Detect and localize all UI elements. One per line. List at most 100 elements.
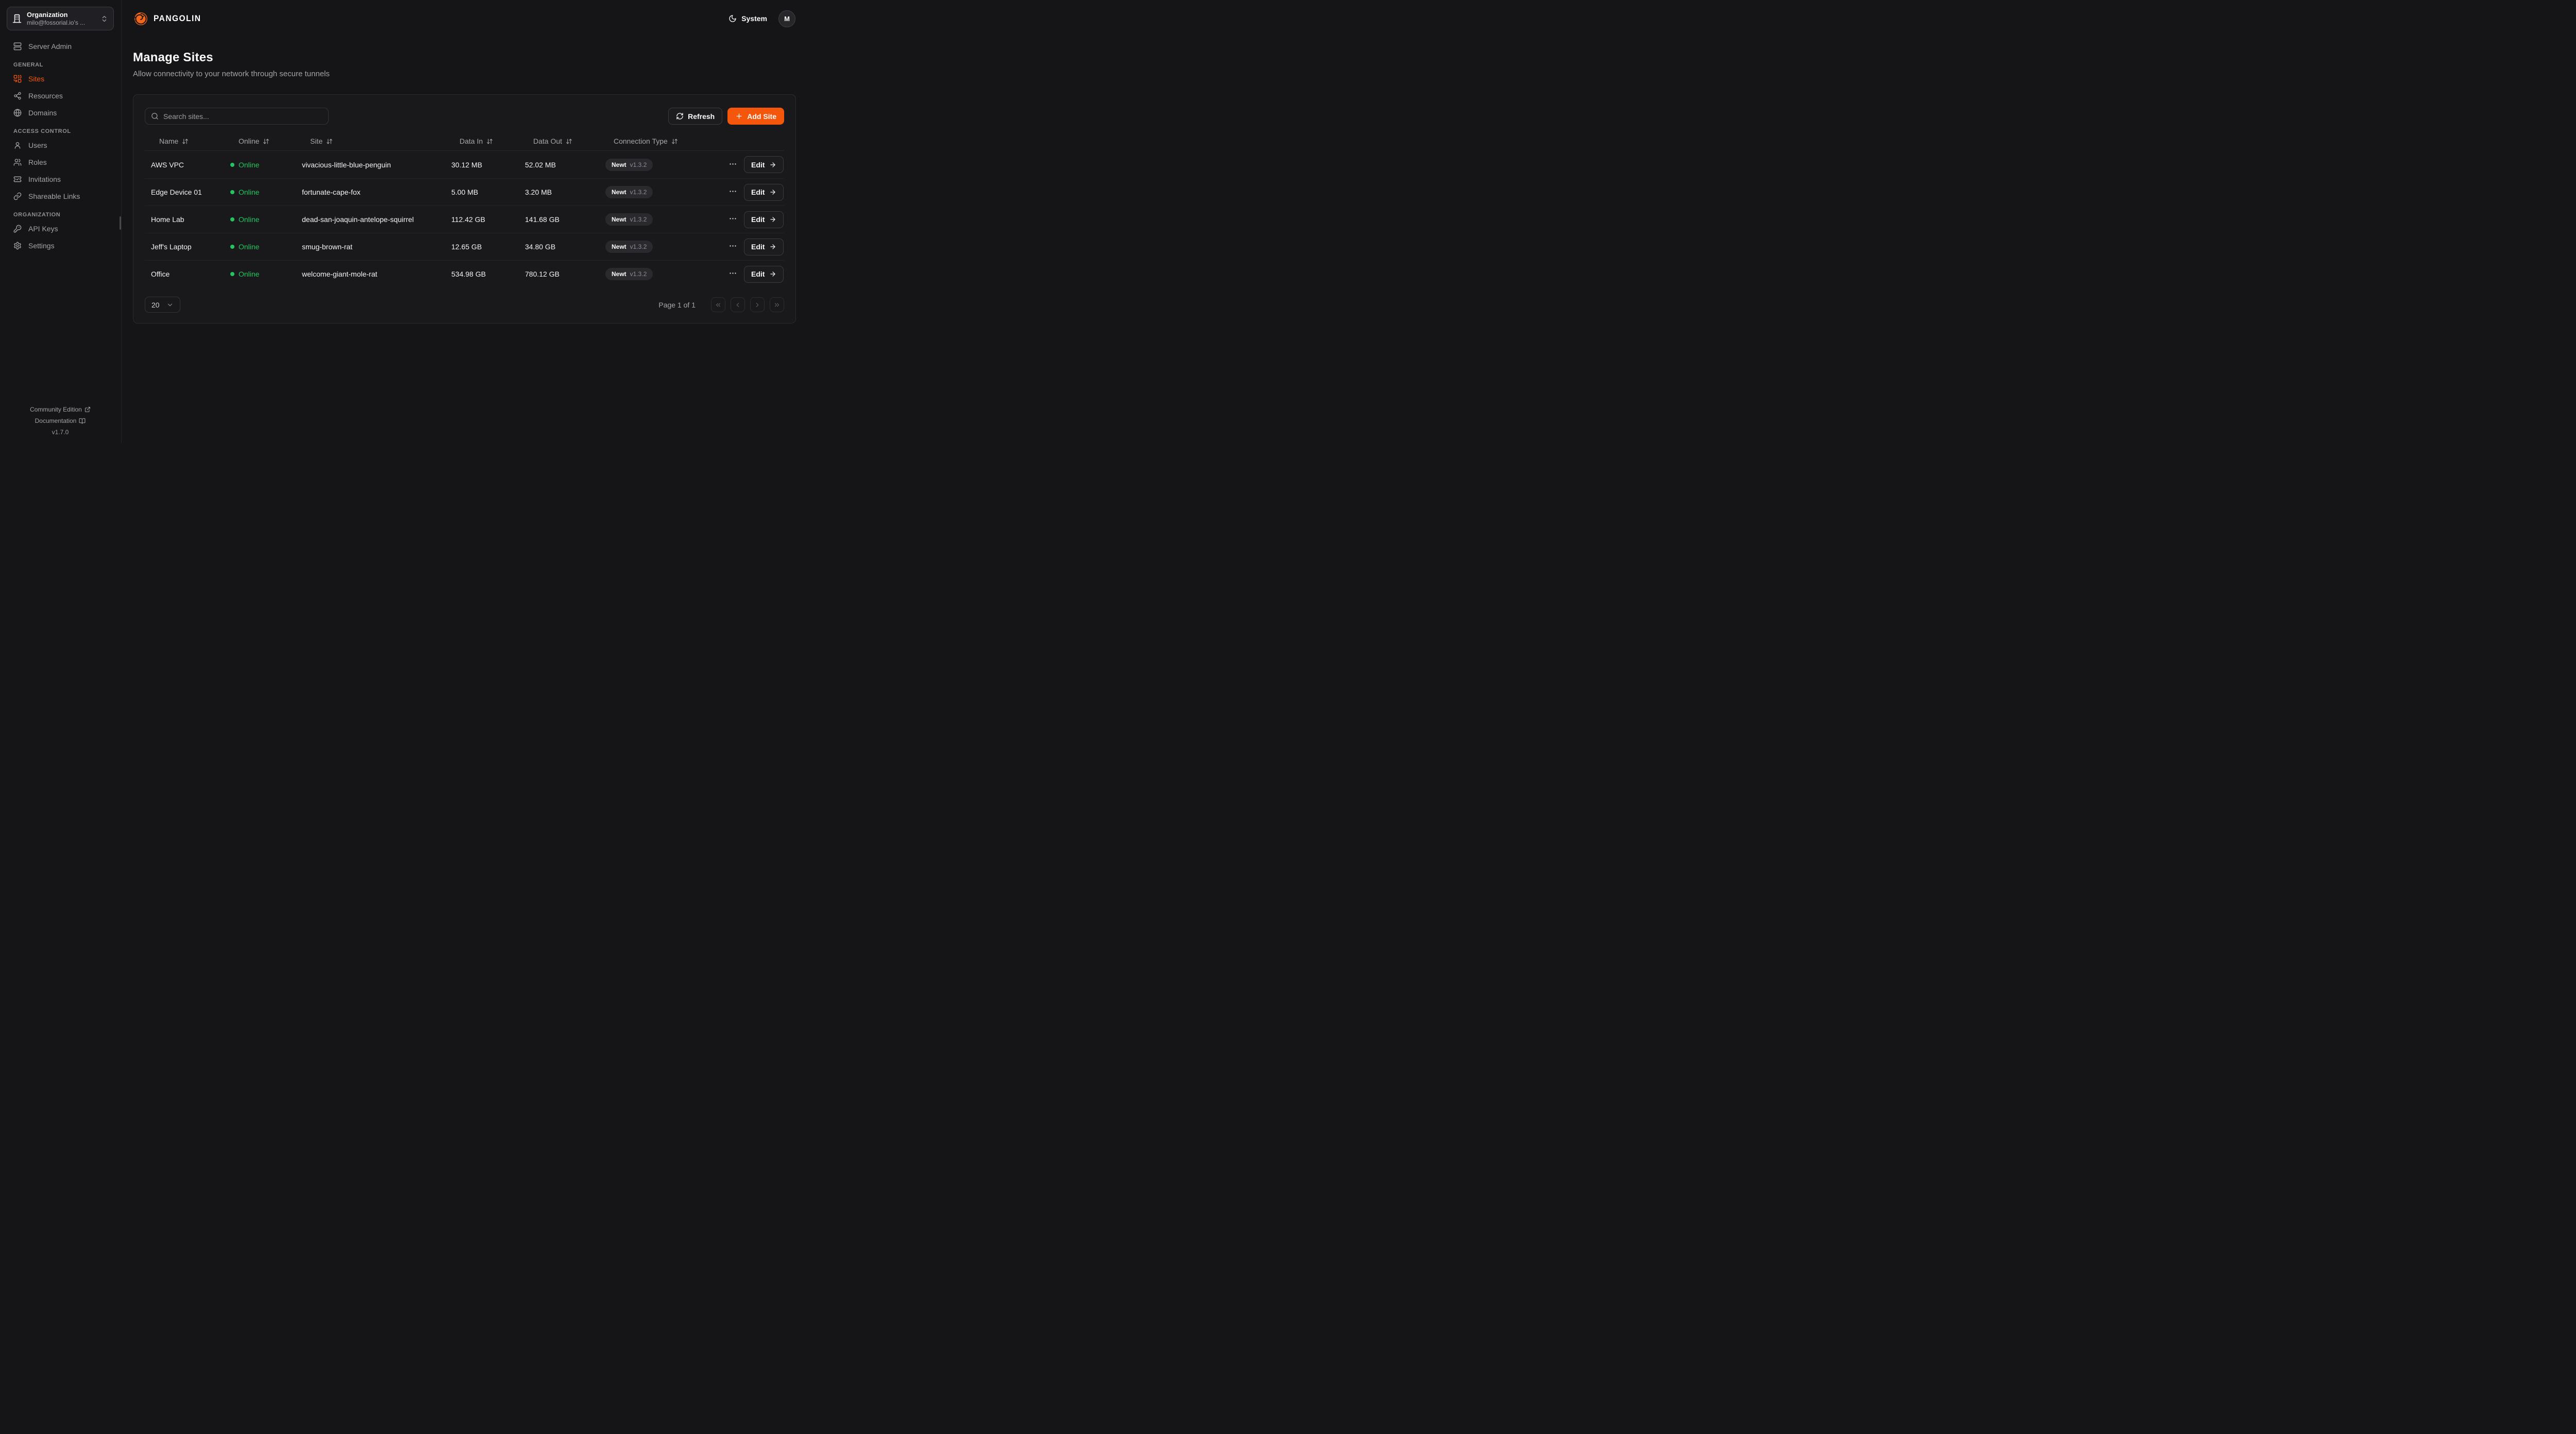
add-site-button[interactable]: Add Site	[727, 108, 784, 125]
online-status-cell: Online	[224, 243, 296, 251]
section-label-access-control: ACCESS CONTROL	[13, 128, 71, 134]
data-out-cell: 780.12 GB	[525, 270, 560, 278]
row-actions-menu-button[interactable]	[726, 212, 739, 227]
site-slug-cell: fortunate-cape-fox	[302, 188, 361, 196]
refresh-button[interactable]: Refresh	[668, 108, 723, 125]
data-in-cell: 5.00 MB	[451, 188, 479, 196]
sort-icon	[263, 138, 269, 145]
sidebar-item-label: Roles	[28, 158, 47, 166]
chevron-left-icon	[734, 301, 741, 309]
sidebar-item-roles[interactable]: Roles	[7, 153, 114, 170]
site-slug-cell: dead-san-joaquin-antelope-squirrel	[302, 215, 414, 224]
site-name-cell: Home Lab	[151, 215, 184, 224]
column-header-site[interactable]: Site	[296, 137, 445, 145]
page-subtitle: Allow connectivity to your network throu…	[133, 70, 330, 78]
column-header-data-in[interactable]: Data In	[445, 137, 519, 145]
sites-table: Name Online Site Data In	[145, 132, 784, 287]
edit-button[interactable]: Edit	[744, 238, 784, 255]
ellipsis-icon	[728, 187, 737, 196]
table-row: Home Lab Online dead-san-joaquin-antelop…	[145, 206, 784, 233]
online-status-cell: Online	[224, 188, 296, 196]
table-row: Office Online welcome-giant-mole-rat 534…	[145, 260, 784, 287]
sidebar-item-shareable-links[interactable]: Shareable Links	[7, 187, 114, 204]
ellipsis-icon	[728, 160, 737, 168]
row-actions-menu-button[interactable]	[726, 240, 739, 254]
documentation-link[interactable]: Documentation	[35, 415, 86, 426]
main-area: PANGOLIN System M Manage Sites Allow con…	[122, 0, 808, 443]
online-status-cell: Online	[224, 161, 296, 169]
sort-icon	[326, 138, 333, 145]
sidebar-item-sites[interactable]: Sites	[7, 70, 114, 87]
online-status-cell: Online	[224, 270, 296, 278]
sidebar: Organization milo@fossorial.io's ... Ser…	[0, 0, 122, 443]
search-icon	[151, 112, 159, 120]
community-edition-link[interactable]: Community Edition	[30, 404, 91, 415]
online-dot-icon	[230, 162, 234, 167]
row-actions-menu-button[interactable]	[726, 158, 739, 172]
edit-button[interactable]: Edit	[744, 265, 784, 283]
avatar[interactable]: M	[778, 10, 795, 27]
sidebar-item-label: Server Admin	[28, 42, 72, 50]
sidebar-item-api-keys[interactable]: API Keys	[7, 220, 114, 237]
arrow-right-icon	[769, 189, 776, 196]
data-out-cell: 3.20 MB	[525, 188, 552, 196]
page-size-select[interactable]: 20	[145, 297, 180, 313]
sidebar-item-label: Invitations	[28, 175, 61, 183]
brand-name: PANGOLIN	[154, 13, 201, 23]
table-header-row: Name Online Site Data In	[145, 132, 784, 151]
sidebar-scrollbar-thumb[interactable]	[120, 216, 121, 230]
column-header-data-out[interactable]: Data Out	[519, 137, 599, 145]
sidebar-item-server-admin[interactable]: Server Admin	[7, 38, 114, 55]
column-header-online[interactable]: Online	[224, 137, 296, 145]
external-link-icon	[84, 406, 91, 413]
status-badge: Online	[239, 243, 260, 251]
first-page-button[interactable]	[711, 297, 725, 312]
data-out-cell: 34.80 GB	[525, 243, 556, 251]
next-page-button[interactable]	[750, 297, 765, 312]
edit-button[interactable]: Edit	[744, 183, 784, 201]
previous-page-button[interactable]	[731, 297, 745, 312]
sidebar-item-label: Settings	[28, 241, 55, 250]
site-slug-cell: welcome-giant-mole-rat	[302, 270, 378, 278]
table-toolbar: Refresh Add Site	[145, 108, 784, 125]
sort-icon	[486, 138, 493, 145]
arrow-right-icon	[769, 270, 776, 278]
share-nodes-icon	[13, 92, 22, 100]
row-actions-menu-button[interactable]	[726, 267, 739, 281]
connection-type-badge: Newt v1.3.2	[605, 241, 653, 253]
online-status-cell: Online	[224, 215, 296, 224]
data-in-cell: 534.98 GB	[451, 270, 486, 278]
sidebar-item-domains[interactable]: Domains	[7, 104, 114, 121]
pangolin-logo-icon	[133, 11, 149, 27]
connection-type-cell: Newt v1.3.2	[599, 268, 716, 280]
table-row: AWS VPC Online vivacious-little-blue-pen…	[145, 151, 784, 178]
online-dot-icon	[230, 190, 234, 194]
book-open-icon	[79, 418, 86, 424]
org-switcher[interactable]: Organization milo@fossorial.io's ...	[7, 7, 114, 30]
refresh-icon	[676, 112, 684, 120]
last-page-button[interactable]	[770, 297, 784, 312]
column-header-name[interactable]: Name	[145, 137, 224, 145]
site-slug-cell: vivacious-little-blue-penguin	[302, 160, 391, 169]
ellipsis-icon	[728, 242, 737, 250]
arrow-right-icon	[769, 216, 776, 223]
plus-icon	[735, 112, 743, 120]
edit-button[interactable]: Edit	[744, 156, 784, 173]
org-value: milo@fossorial.io's ...	[27, 19, 86, 26]
sidebar-item-resources[interactable]: Resources	[7, 87, 114, 104]
sidebar-item-users[interactable]: Users	[7, 136, 114, 153]
sites-card: Refresh Add Site Name	[133, 94, 796, 323]
theme-toggle-button[interactable]: System	[728, 14, 767, 23]
section-label-general: GENERAL	[13, 62, 43, 68]
table-row: Jeff's Laptop Online smug-brown-rat 12.6…	[145, 233, 784, 260]
sidebar-item-invitations[interactable]: Invitations	[7, 170, 114, 187]
column-header-connection-type[interactable]: Connection Type	[599, 137, 716, 145]
search-input[interactable]	[163, 112, 323, 121]
edit-button[interactable]: Edit	[744, 211, 784, 228]
sidebar-item-settings[interactable]: Settings	[7, 237, 114, 254]
chevrons-left-icon	[715, 301, 722, 309]
row-actions-menu-button[interactable]	[726, 185, 739, 199]
theme-label: System	[741, 14, 767, 23]
building-icon	[12, 14, 22, 23]
sidebar-item-label: Resources	[28, 91, 63, 100]
